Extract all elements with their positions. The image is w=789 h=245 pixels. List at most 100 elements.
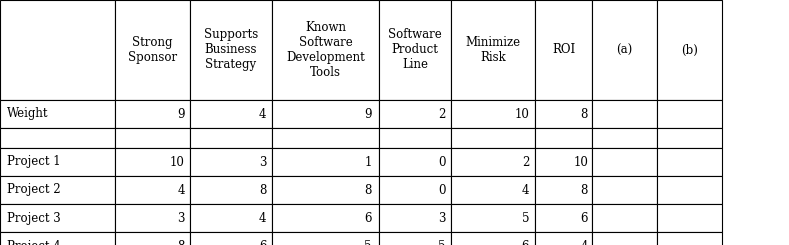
Bar: [657, 204, 722, 232]
Bar: [190, 204, 272, 232]
Text: (b): (b): [681, 44, 698, 57]
Bar: [272, 176, 379, 204]
Bar: [451, 0, 535, 100]
Bar: [451, 204, 535, 232]
Text: 6: 6: [364, 211, 372, 224]
Bar: [451, 128, 535, 148]
Text: 4: 4: [581, 240, 588, 245]
Bar: [657, 176, 722, 204]
Bar: [272, 232, 379, 245]
Bar: [272, 0, 379, 100]
Bar: [379, 148, 451, 176]
Text: 9: 9: [178, 108, 185, 121]
Bar: [115, 232, 190, 245]
Text: 8: 8: [178, 240, 185, 245]
Bar: [190, 0, 272, 100]
Bar: [115, 148, 190, 176]
Bar: [379, 176, 451, 204]
Text: Project 4: Project 4: [7, 240, 61, 245]
Text: 6: 6: [522, 240, 529, 245]
Bar: [592, 148, 657, 176]
Bar: [451, 100, 535, 128]
Text: 3: 3: [178, 211, 185, 224]
Bar: [379, 204, 451, 232]
Text: 8: 8: [581, 108, 588, 121]
Text: 5: 5: [439, 240, 446, 245]
Text: 2: 2: [439, 108, 446, 121]
Text: 5: 5: [364, 240, 372, 245]
Bar: [190, 148, 272, 176]
Bar: [535, 176, 592, 204]
Text: 9: 9: [364, 108, 372, 121]
Text: 4: 4: [178, 184, 185, 196]
Bar: [592, 100, 657, 128]
Text: 3: 3: [439, 211, 446, 224]
Bar: [451, 176, 535, 204]
Bar: [115, 128, 190, 148]
Text: 4: 4: [259, 108, 266, 121]
Text: 10: 10: [573, 156, 588, 169]
Text: Strong
Sponsor: Strong Sponsor: [128, 36, 177, 64]
Bar: [657, 0, 722, 100]
Bar: [657, 128, 722, 148]
Text: Known
Software
Development
Tools: Known Software Development Tools: [286, 21, 365, 79]
Text: 2: 2: [522, 156, 529, 169]
Bar: [592, 204, 657, 232]
Text: Supports
Business
Strategy: Supports Business Strategy: [204, 28, 258, 72]
Bar: [379, 232, 451, 245]
Text: Minimize
Risk: Minimize Risk: [466, 36, 521, 64]
Bar: [379, 100, 451, 128]
Text: 10: 10: [170, 156, 185, 169]
Text: 1: 1: [365, 156, 372, 169]
Bar: [451, 232, 535, 245]
Text: Project 3: Project 3: [7, 211, 61, 224]
Bar: [451, 148, 535, 176]
Text: 8: 8: [365, 184, 372, 196]
Text: 8: 8: [259, 184, 266, 196]
Text: 10: 10: [514, 108, 529, 121]
Bar: [592, 232, 657, 245]
Bar: [535, 148, 592, 176]
Bar: [272, 100, 379, 128]
Bar: [535, 232, 592, 245]
Bar: [115, 204, 190, 232]
Bar: [657, 148, 722, 176]
Bar: [0, 232, 115, 245]
Bar: [592, 128, 657, 148]
Bar: [535, 100, 592, 128]
Bar: [272, 128, 379, 148]
Text: 0: 0: [439, 184, 446, 196]
Bar: [115, 176, 190, 204]
Text: ROI: ROI: [552, 44, 575, 57]
Text: 8: 8: [581, 184, 588, 196]
Text: 6: 6: [581, 211, 588, 224]
Text: 4: 4: [522, 184, 529, 196]
Bar: [115, 0, 190, 100]
Text: 0: 0: [439, 156, 446, 169]
Bar: [190, 176, 272, 204]
Text: Project 2: Project 2: [7, 184, 61, 196]
Text: Weight: Weight: [7, 108, 48, 121]
Bar: [379, 0, 451, 100]
Bar: [535, 0, 592, 100]
Text: Project 1: Project 1: [7, 156, 61, 169]
Bar: [0, 204, 115, 232]
Bar: [115, 100, 190, 128]
Bar: [592, 0, 657, 100]
Bar: [535, 128, 592, 148]
Text: 4: 4: [259, 211, 266, 224]
Bar: [0, 148, 115, 176]
Bar: [657, 232, 722, 245]
Text: 3: 3: [259, 156, 266, 169]
Bar: [272, 204, 379, 232]
Bar: [592, 176, 657, 204]
Text: 5: 5: [522, 211, 529, 224]
Text: Software
Product
Line: Software Product Line: [388, 28, 442, 72]
Bar: [379, 128, 451, 148]
Bar: [190, 100, 272, 128]
Bar: [657, 100, 722, 128]
Text: (a): (a): [616, 44, 633, 57]
Bar: [190, 232, 272, 245]
Bar: [535, 204, 592, 232]
Bar: [0, 0, 115, 100]
